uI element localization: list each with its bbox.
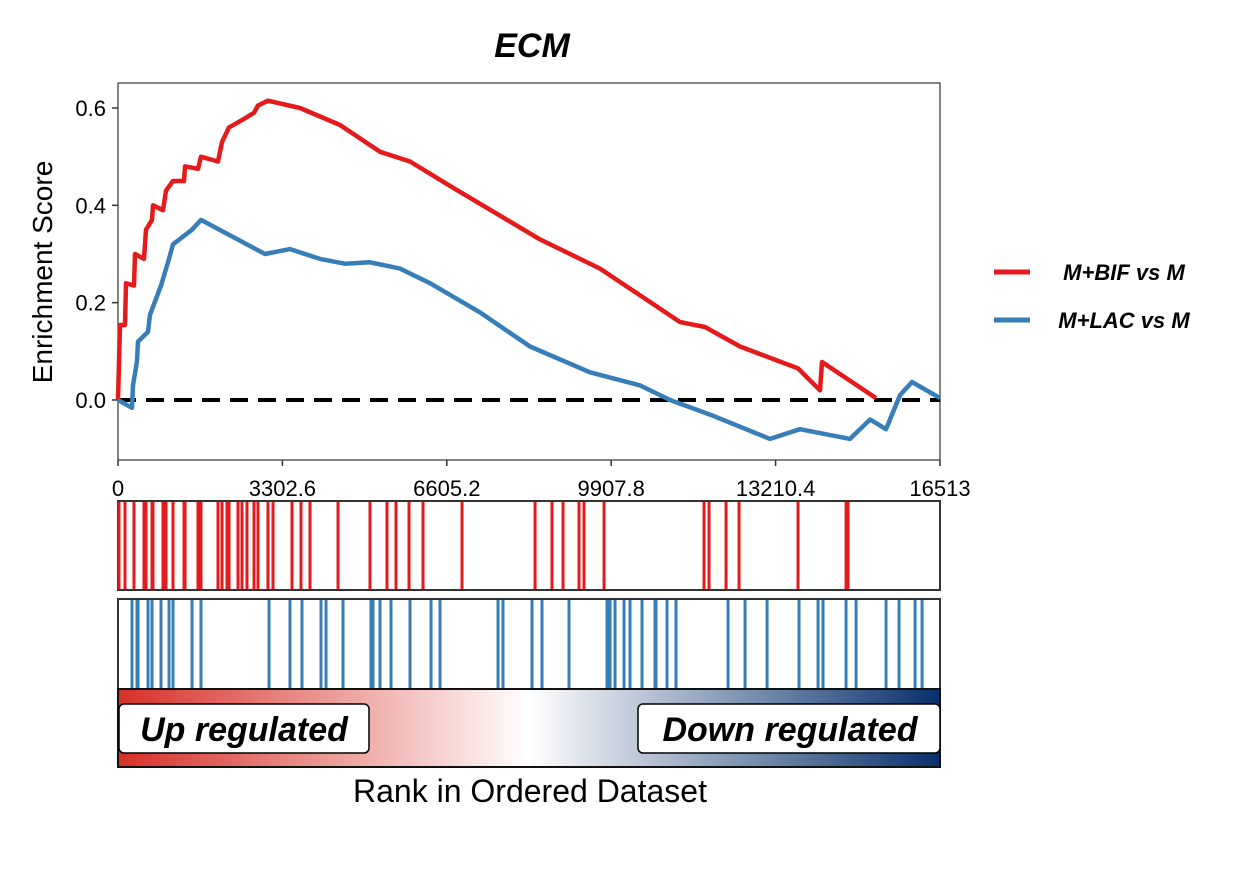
es-curve-lac [116,217,942,442]
main-panel [117,82,941,461]
legend-label: M+BIF vs M [1063,260,1185,285]
y-tick-label: 0.6 [75,96,106,121]
y-tick-label: 0.0 [75,388,106,413]
y-axis: 0.0 0.2 0.4 0.6 [75,96,118,413]
up-regulated-label: Up regulated [140,711,349,749]
x-tick-label: 6605.2 [413,476,480,501]
down-regulated-box [637,703,941,754]
x-tick-label: 9907.8 [578,476,645,501]
chart-title: ECM [494,27,570,65]
x-tick-label: 0 [112,476,124,501]
rug-panel-2 [117,598,941,690]
rug-hits-lac [130,600,924,688]
x-tick-label: 13210.4 [736,476,816,501]
es-curve-bif [115,98,878,401]
x-tick-label: 16513 [909,476,970,501]
y-tick-label: 0.2 [75,291,106,316]
y-axis-label: Enrichment Score [27,161,58,384]
x-axis-label: Rank in Ordered Dataset [353,773,707,809]
rug-hits-bif [117,502,850,589]
legend-label: M+LAC vs M [1058,308,1190,333]
up-regulated-box [118,703,370,754]
x-tick-label: 3302.6 [249,476,316,501]
enrichment-curves [115,98,942,442]
x-axis: 0 3302.6 6605.2 9907.8 13210.4 16513 [112,460,971,501]
down-regulated-label: Down regulated [662,711,918,749]
y-tick-label: 0.4 [75,193,106,218]
legend: M+BIF vs M M+LAC vs M [994,260,1190,333]
